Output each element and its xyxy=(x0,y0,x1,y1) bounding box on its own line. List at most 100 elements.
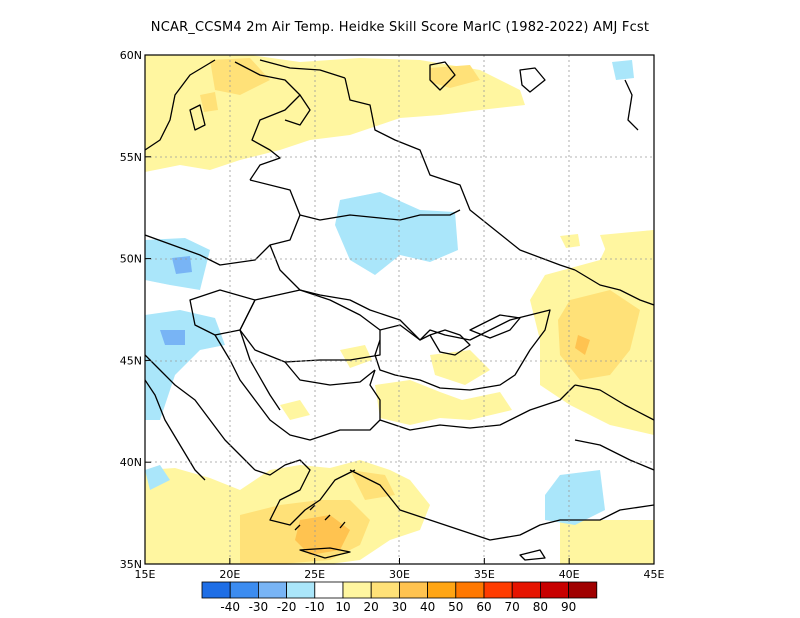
longitude-labels: 15E 20E 25E 30E 35E 40E 45E xyxy=(135,568,665,581)
colorbar-label: 90 xyxy=(561,600,576,614)
lon-label-15E: 15E xyxy=(135,568,156,581)
negative-skill-area-southeast xyxy=(545,470,605,525)
colorbar-label: -30 xyxy=(249,600,269,614)
colorbar-labels: -40 -30 -20 -10 10 20 30 40 50 60 70 80 90 xyxy=(220,600,576,614)
colorbar-swatch xyxy=(286,581,316,599)
skill-20-area-south-2 xyxy=(350,470,395,500)
lon-label-40E: 40E xyxy=(559,568,580,581)
colorbar-label: 20 xyxy=(364,600,379,614)
poland-border xyxy=(145,214,301,266)
colorbar-label: 80 xyxy=(533,600,548,614)
turkey-south-coast xyxy=(349,469,654,541)
caspian-edge xyxy=(624,79,639,131)
eastern-border xyxy=(574,269,654,306)
lon-label-45E: 45E xyxy=(644,568,665,581)
gulf-of-riga xyxy=(284,94,311,126)
lat-label-60N: 60N xyxy=(120,49,142,62)
colorbar-swatch xyxy=(568,581,598,599)
positive-skill-area-small-2 xyxy=(560,234,580,248)
colorbar-swatch xyxy=(511,581,541,599)
positive-skill-area-south-east xyxy=(560,520,654,564)
axis-ticks xyxy=(144,54,655,565)
lon-label-35E: 35E xyxy=(474,568,495,581)
lon-label-20E: 20E xyxy=(219,568,240,581)
colorbar-label: 60 xyxy=(476,600,491,614)
colorbar-swatch xyxy=(370,581,400,599)
latitude-labels: 35N 40N 45N 50N 55N 60N xyxy=(120,49,142,571)
skill-20-area-north xyxy=(210,58,270,95)
skill-score-shading xyxy=(145,55,654,564)
colorbar-label: 50 xyxy=(448,600,463,614)
colorbar-swatch xyxy=(540,581,570,599)
turkey-east-border xyxy=(574,439,654,471)
skill-20-area-north-2 xyxy=(430,65,480,88)
colorbar-label: 30 xyxy=(392,600,407,614)
positive-skill-area-central xyxy=(375,380,512,425)
adriatic-coast xyxy=(145,354,256,471)
lon-label-30E: 30E xyxy=(389,568,410,581)
map-title: NCAR_CCSM4 2m Air Temp. Heidke Skill Sco… xyxy=(150,20,650,35)
lake-ladoga xyxy=(429,61,456,91)
estonia-russia-border xyxy=(344,77,576,271)
colorbar-label: 10 xyxy=(335,600,350,614)
belarus-border xyxy=(249,179,461,221)
crimea xyxy=(429,329,471,356)
turkey-north-coast xyxy=(379,384,576,431)
finland-coast xyxy=(259,59,346,79)
lat-label-45N: 45N xyxy=(120,354,142,367)
lon-label-25E: 25E xyxy=(304,568,325,581)
aegean-islands xyxy=(294,504,346,531)
colorbar-swatch xyxy=(427,581,457,599)
bulgaria-border xyxy=(284,361,376,386)
positive-skill-area-northwest xyxy=(150,55,215,130)
negative-skill-area-adriatic xyxy=(145,310,225,420)
positive-skill-area-small-3 xyxy=(280,400,310,420)
lat-label-35N: 35N xyxy=(120,558,142,571)
positive-skill-area-northeast xyxy=(600,230,654,262)
skill-30-area-east xyxy=(575,335,590,355)
colorbar-swatch xyxy=(398,581,428,599)
positive-skill-area-central-2 xyxy=(430,350,490,385)
coastlines-and-borders xyxy=(145,59,654,561)
black-sea-coast xyxy=(374,309,551,391)
positive-skill-area-small-1 xyxy=(340,345,372,368)
colorbar-swatch xyxy=(483,581,513,599)
cyprus xyxy=(519,549,546,561)
colorbar-label: -20 xyxy=(277,600,297,614)
colorbar-swatch xyxy=(455,581,485,599)
azov-sea xyxy=(469,314,521,339)
skill-30-area-south xyxy=(295,515,350,555)
colorbar-swatch xyxy=(257,581,287,599)
serbia-border xyxy=(239,329,281,411)
greece-coast xyxy=(254,459,356,526)
colorbar-label: 40 xyxy=(420,600,435,614)
negative-skill-area-center xyxy=(335,192,458,275)
lat-label-55N: 55N xyxy=(120,151,142,164)
lat-label-50N: 50N xyxy=(120,253,142,266)
italy-coast xyxy=(145,379,206,481)
negative-skill-area-northeast xyxy=(612,60,634,80)
colorbar xyxy=(201,581,598,599)
colorbar-swatch xyxy=(201,581,231,599)
colorbar-swatch xyxy=(342,581,372,599)
negative-skill-area-italy xyxy=(145,465,170,490)
baltic-coast xyxy=(145,59,301,181)
colorbar-label: 70 xyxy=(505,600,520,614)
romania-outline xyxy=(239,289,381,363)
skill-minus-20-area-west xyxy=(172,256,192,274)
balkan-borders xyxy=(214,334,381,441)
colorbar-swatch xyxy=(314,581,344,599)
colorbar-label: -40 xyxy=(220,600,240,614)
sweden-gotland xyxy=(189,104,206,131)
skill-20-area-east xyxy=(558,290,640,380)
colorbar-swatch xyxy=(229,581,259,599)
lat-label-40N: 40N xyxy=(120,456,142,469)
skill-20-area-small xyxy=(200,92,218,112)
ukraine-south-border xyxy=(269,244,431,341)
caucasus-border xyxy=(574,384,654,421)
lake-onega xyxy=(519,67,546,93)
skill-minus-20-area-adriatic xyxy=(160,330,185,345)
crete xyxy=(299,547,351,559)
colorbar-label: -10 xyxy=(305,600,325,614)
